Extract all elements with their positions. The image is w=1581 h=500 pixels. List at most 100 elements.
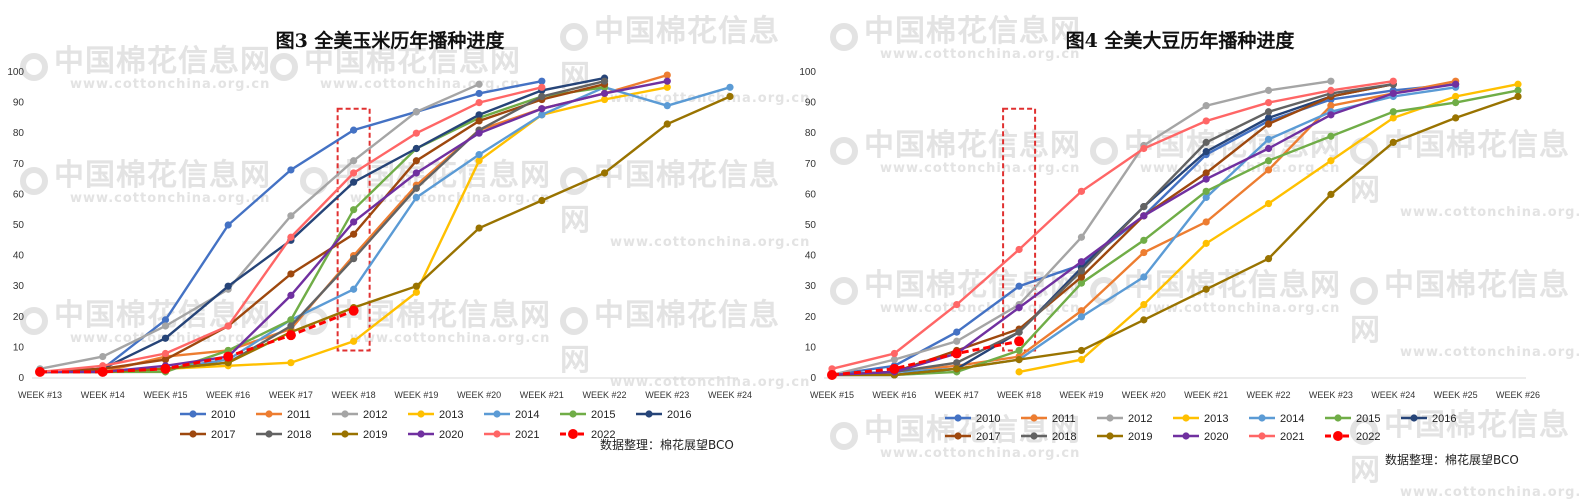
data-point — [1202, 218, 1210, 226]
legend-item: 2013 — [408, 409, 463, 421]
legend-label: 2020 — [1204, 431, 1228, 443]
x-tick-label: WEEK #15 — [143, 390, 187, 400]
data-point — [350, 157, 358, 165]
legend-marker — [265, 410, 273, 418]
legend-marker — [1106, 414, 1114, 422]
data-point — [538, 83, 546, 91]
data-point — [412, 282, 420, 290]
legend-label: 2018 — [1052, 431, 1076, 443]
legend-label: 2021 — [1280, 431, 1304, 443]
legend-item: 2021 — [484, 429, 539, 441]
x-tick-label: WEEK #16 — [872, 390, 916, 400]
y-tick-label: 40 — [13, 251, 25, 262]
x-tick-label: WEEK #20 — [1122, 390, 1166, 400]
x-tick-label: WEEK #25 — [1434, 390, 1478, 400]
y-tick-label: 40 — [805, 251, 817, 262]
data-point — [538, 105, 546, 113]
series-line — [40, 80, 668, 374]
data-point — [348, 305, 359, 316]
data-point — [1202, 239, 1210, 247]
data-point — [475, 117, 483, 125]
x-tick-label: WEEK #19 — [394, 390, 438, 400]
legend-label: 2015 — [1356, 413, 1380, 425]
data-point — [890, 356, 898, 364]
data-point — [350, 255, 358, 263]
x-tick-label: WEEK #24 — [708, 390, 752, 400]
data-point — [1327, 190, 1335, 198]
data-point — [1077, 258, 1086, 266]
data-point — [475, 157, 483, 165]
data-point — [285, 330, 296, 341]
legend-item: 2011 — [1021, 413, 1076, 425]
x-tick-label: WEEK #24 — [1371, 390, 1415, 400]
data-point — [1140, 144, 1148, 153]
data-point — [1202, 169, 1210, 177]
data-point — [160, 363, 171, 374]
data-point — [890, 349, 898, 358]
y-tick-label: 80 — [805, 128, 817, 139]
y-tick-label: 90 — [13, 98, 25, 109]
data-point — [1202, 187, 1210, 195]
legend-marker — [341, 430, 349, 438]
data-point — [1327, 86, 1335, 94]
legend-item: 2014 — [484, 409, 539, 421]
legend-item: 2013 — [1173, 413, 1228, 425]
data-point — [1077, 233, 1086, 241]
x-tick-label: WEEK #22 — [1247, 390, 1291, 400]
data-point — [412, 169, 420, 177]
y-tick-label: 30 — [13, 281, 25, 292]
data-point — [350, 337, 358, 345]
legend-marker — [1333, 431, 1343, 441]
data-point — [1327, 157, 1335, 165]
data-point — [97, 366, 108, 377]
legend-label: 2018 — [287, 429, 311, 441]
legend-label: 2017 — [211, 429, 235, 441]
data-point — [1389, 138, 1397, 146]
chart-title: 图4 全美大豆历年播种进度 — [1065, 30, 1295, 52]
data-point — [287, 291, 295, 299]
legend-marker — [265, 430, 273, 438]
data-point — [475, 80, 483, 88]
data-point — [350, 218, 358, 226]
data-point — [412, 157, 420, 165]
data-point — [475, 111, 483, 119]
data-point — [1202, 175, 1210, 183]
series-2015 — [828, 86, 1522, 379]
data-point — [1514, 92, 1522, 101]
data-point — [412, 129, 420, 137]
y-tick-label: 50 — [13, 220, 25, 231]
x-tick-label: WEEK #19 — [1059, 390, 1103, 400]
legend-item: 2019 — [1097, 431, 1152, 443]
legend-item: 2012 — [332, 409, 387, 421]
data-point — [1015, 328, 1023, 336]
y-tick-label: 60 — [805, 189, 817, 200]
data-point — [1077, 346, 1086, 355]
y-tick-label: 30 — [805, 281, 817, 292]
data-point — [953, 328, 961, 336]
legend-marker — [1334, 414, 1342, 422]
x-tick-label: WEEK #20 — [457, 390, 501, 400]
data-point — [161, 316, 170, 324]
legend-marker — [417, 430, 425, 438]
series-line — [832, 89, 1519, 377]
data-point — [600, 89, 609, 98]
data-point — [1327, 102, 1335, 110]
series-2017 — [36, 80, 609, 376]
corn-chart-panel: 中国棉花信息网 www.cottonchina.org.cn 中国棉花信息网 www… — [0, 0, 809, 487]
legend-label: 2014 — [515, 409, 539, 421]
data-point — [1264, 99, 1273, 107]
data-point — [1452, 114, 1460, 122]
legend-item: 2019 — [332, 429, 387, 441]
legend-label: 2021 — [515, 429, 539, 441]
legend-item: 2022 — [560, 429, 615, 441]
data-point — [1202, 102, 1210, 110]
series-line — [40, 86, 731, 374]
data-point — [1014, 336, 1025, 347]
series-line — [831, 80, 1394, 370]
data-point — [1202, 138, 1210, 146]
legend-marker — [1182, 414, 1190, 422]
legend-marker — [1182, 432, 1190, 440]
data-point — [1140, 248, 1148, 257]
data-point — [287, 270, 295, 278]
data-point — [1264, 135, 1273, 143]
